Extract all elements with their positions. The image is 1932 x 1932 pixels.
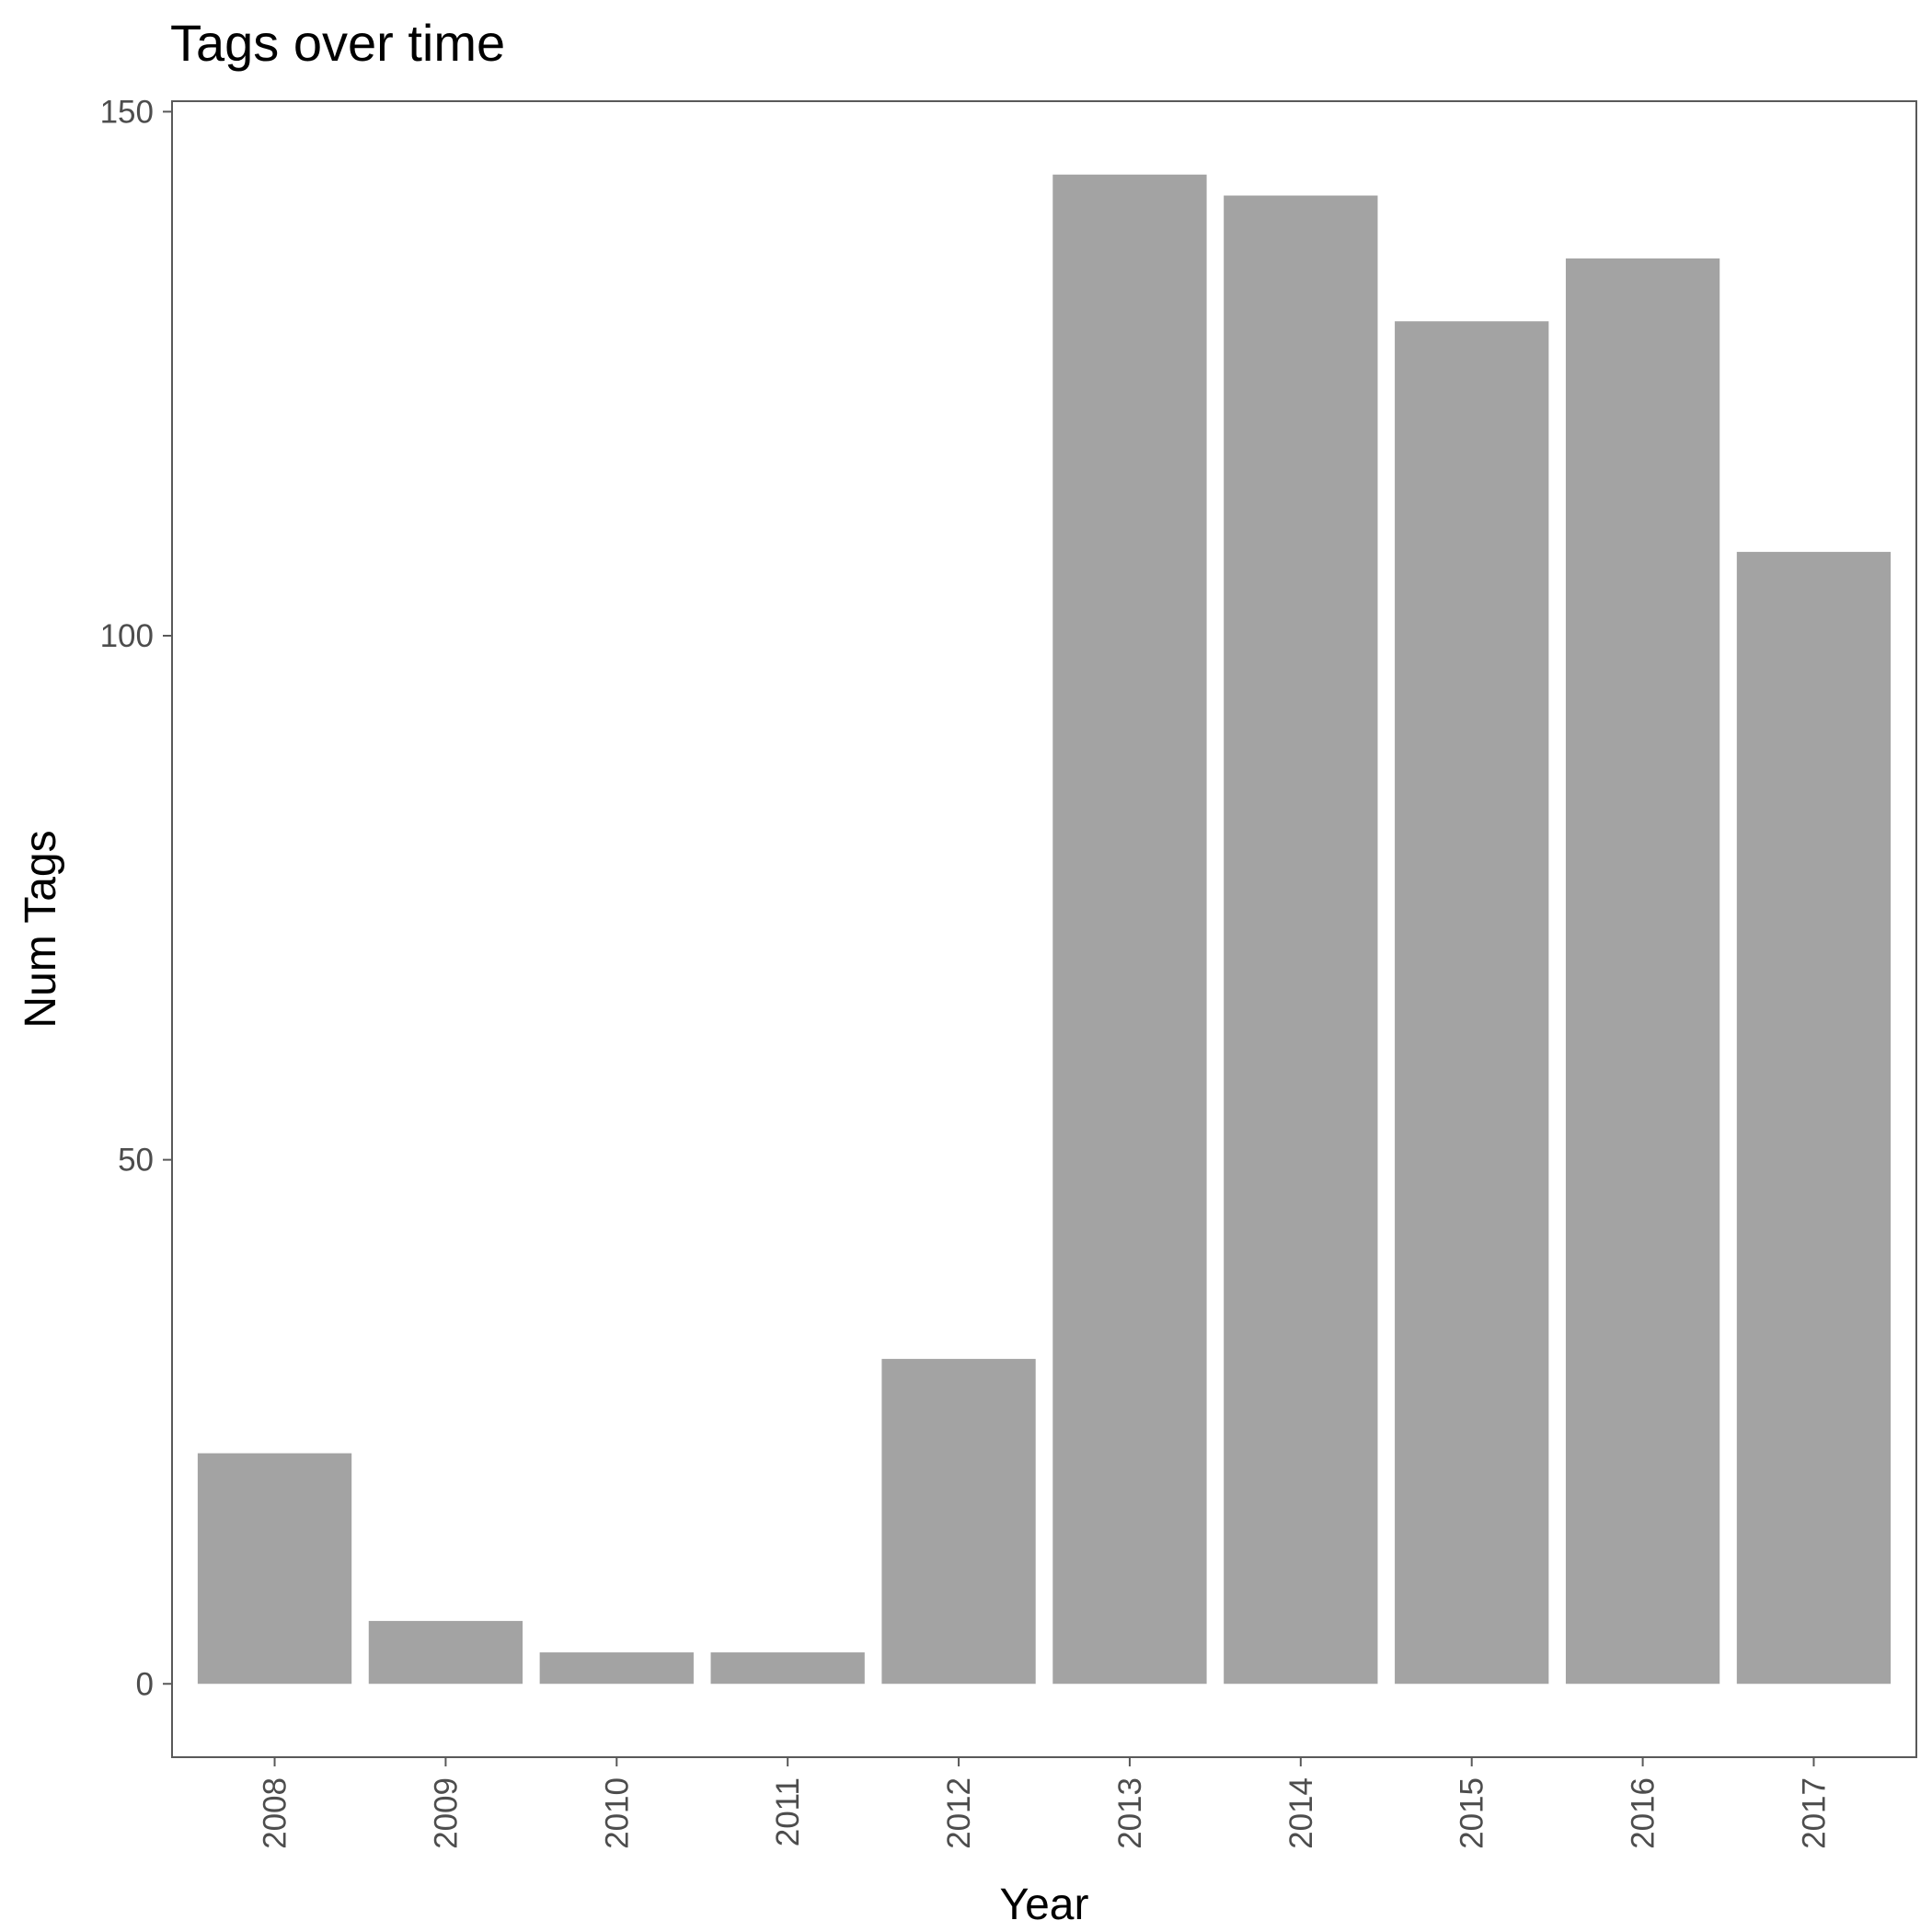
y-tick-label-150: 150: [100, 94, 154, 130]
x-tick-label-2010: 2010: [599, 1777, 635, 1849]
x-tick-label-2009: 2009: [428, 1777, 464, 1849]
x-axis-title: Year: [1000, 1880, 1089, 1929]
bar-2010: [539, 1652, 694, 1685]
y-tick-label-50: 50: [118, 1143, 154, 1179]
bar-2013: [1052, 174, 1207, 1685]
bar-2012: [881, 1359, 1036, 1685]
x-tick-label-2017: 2017: [1796, 1777, 1832, 1849]
x-tick-label-2008: 2008: [258, 1777, 293, 1849]
chart-title: Tags over time: [170, 14, 505, 72]
x-tick-label-2014: 2014: [1283, 1777, 1319, 1849]
bars-group: [197, 174, 1892, 1685]
bar-2009: [368, 1620, 523, 1685]
y-axis-title: Num Tags: [17, 830, 65, 1028]
bar-2016: [1565, 258, 1720, 1685]
x-tick-label-2016: 2016: [1626, 1777, 1662, 1849]
bar-2014: [1224, 195, 1378, 1685]
x-tick-label-2015: 2015: [1455, 1777, 1490, 1849]
bar-2011: [710, 1652, 865, 1685]
bar-2008: [197, 1453, 352, 1685]
y-axis: 0 50 100 150: [100, 94, 172, 1702]
x-tick-label-2011: 2011: [770, 1777, 806, 1846]
x-tick-label-2013: 2013: [1112, 1777, 1148, 1849]
y-tick-label-100: 100: [100, 618, 154, 654]
x-tick-label-2012: 2012: [941, 1777, 977, 1849]
bar-2015: [1395, 321, 1549, 1685]
y-tick-label-0: 0: [136, 1666, 154, 1702]
bar-2017: [1736, 551, 1892, 1685]
x-axis: 2008 2009 2010 2011 2012 2013 2014 2015 2016 2017: [258, 1757, 1832, 1849]
